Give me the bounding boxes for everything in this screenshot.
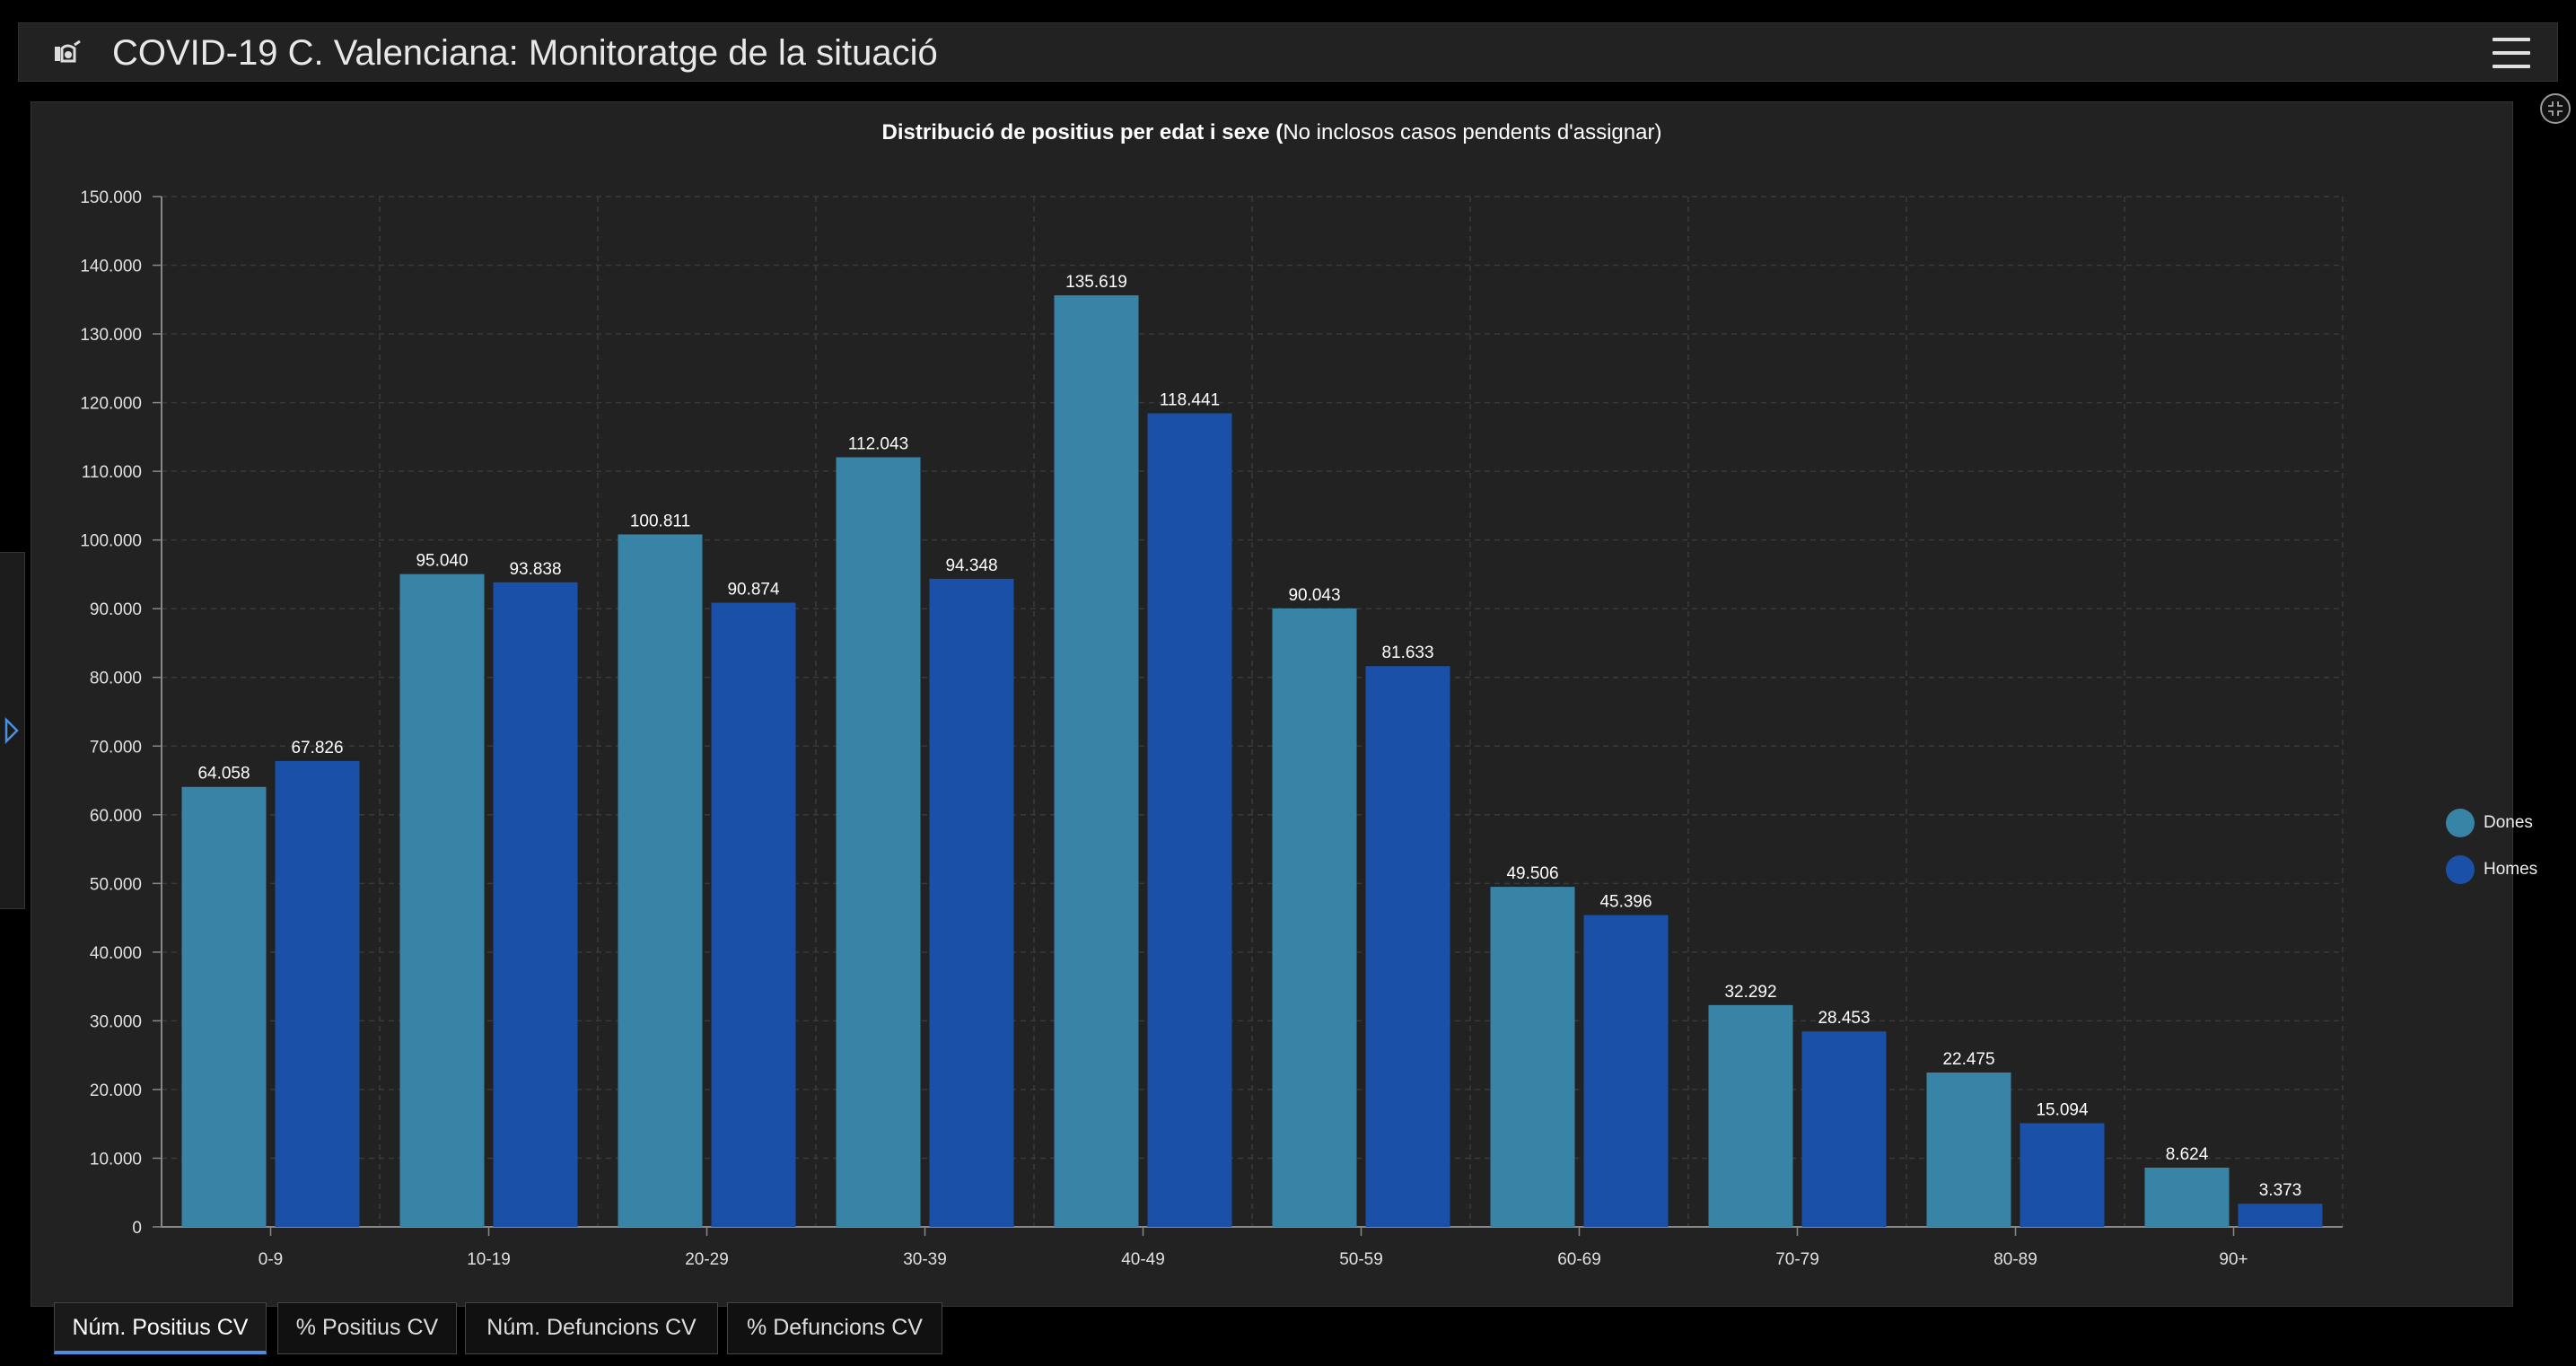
chart-title-bold: Distribució de positius per edat i sexe … xyxy=(881,120,1284,144)
bar-homes xyxy=(493,582,578,1227)
bar-dones xyxy=(1272,608,1357,1227)
data-label: 135.619 xyxy=(1065,273,1127,292)
tab-num-positius[interactable]: Núm. Positius CV xyxy=(54,1302,267,1354)
bar-homes xyxy=(2238,1204,2323,1227)
tab-pct-defuncions[interactable]: % Defuncions CV xyxy=(727,1302,942,1354)
x-tick-label: 60-69 xyxy=(1557,1250,1601,1269)
y-tick-label: 140.000 xyxy=(80,258,142,276)
app-logo-icon xyxy=(55,39,81,63)
collapse-icon xyxy=(2548,101,2563,116)
data-label: 81.633 xyxy=(1381,644,1433,662)
y-tick-label: 150.000 xyxy=(80,188,142,207)
bar-dones xyxy=(618,534,703,1227)
data-label: 95.040 xyxy=(416,552,468,571)
x-tick-label: 10-19 xyxy=(467,1250,511,1269)
y-tick-label: 10.000 xyxy=(90,1150,142,1169)
y-tick-label: 20.000 xyxy=(90,1081,142,1100)
chart-title-note: No inclosos casos pendents d'assignar) xyxy=(1283,120,1662,144)
bar-dones xyxy=(1490,887,1575,1227)
bar-homes xyxy=(1147,413,1232,1227)
data-label: 90.874 xyxy=(727,581,780,600)
data-label: 100.811 xyxy=(630,512,690,530)
data-label: 3.373 xyxy=(2259,1181,2302,1200)
y-tick-label: 60.000 xyxy=(90,807,142,826)
bar-chart: 0 10.000 20.000 30.000 40.000 50.000 60.000 70.… xyxy=(80,188,2344,1269)
y-tick-label: 0 xyxy=(132,1219,142,1238)
data-label: 28.453 xyxy=(1818,1009,1870,1028)
data-label: 49.506 xyxy=(1506,864,1558,883)
bar-dones xyxy=(836,457,921,1227)
bar-homes xyxy=(2020,1123,2105,1227)
y-tick-label: 100.000 xyxy=(80,532,142,551)
data-label: 8.624 xyxy=(2166,1145,2209,1164)
y-tick-label: 80.000 xyxy=(90,670,142,688)
data-label: 93.838 xyxy=(509,560,561,579)
y-tick-label: 30.000 xyxy=(90,1012,142,1031)
hamburger-menu-icon[interactable] xyxy=(2493,38,2530,68)
x-tick-label: 70-79 xyxy=(1775,1250,1819,1269)
tab-num-defuncions[interactable]: Núm. Defuncions CV xyxy=(465,1302,718,1354)
bar-dones xyxy=(181,786,267,1227)
x-tick-label: 90+ xyxy=(2219,1250,2247,1269)
y-tick-label: 70.000 xyxy=(90,738,142,757)
data-label: 94.348 xyxy=(945,556,997,575)
data-label: 67.826 xyxy=(291,739,343,757)
y-tick-label: 50.000 xyxy=(90,875,142,894)
side-panel-toggle[interactable] xyxy=(0,552,25,909)
data-label: 118.441 xyxy=(1160,391,1220,410)
bar-dones xyxy=(1926,1072,2011,1227)
data-label: 90.043 xyxy=(1288,586,1340,605)
x-tick-label: 20-29 xyxy=(685,1250,729,1269)
app-header: COVID-19 C. Valenciana: Monitoratge de l… xyxy=(18,22,2558,82)
bar-homes xyxy=(1801,1031,1887,1227)
bar-dones xyxy=(399,574,485,1227)
data-label: 112.043 xyxy=(848,434,908,453)
data-label: 45.396 xyxy=(1599,893,1652,912)
legend-label-dones: Dones xyxy=(2484,813,2533,832)
legend-swatch-homes xyxy=(2446,855,2475,884)
chart-title: Distribució de positius per edat i sexe … xyxy=(31,120,2512,145)
y-tick-label: 120.000 xyxy=(80,395,142,414)
bar-dones xyxy=(1054,295,1139,1227)
data-label: 22.475 xyxy=(1942,1050,1994,1069)
y-tick-label: 90.000 xyxy=(90,600,142,619)
x-tick-label: 50-59 xyxy=(1339,1250,1383,1269)
data-label: 32.292 xyxy=(1724,983,1776,1002)
chart-panel: Distribució de positius per edat i sexe … xyxy=(31,101,2537,1307)
bar-dones xyxy=(1708,1004,1793,1227)
data-label: 64.058 xyxy=(197,765,250,784)
y-tick-label: 110.000 xyxy=(82,463,142,482)
bar-homes xyxy=(1365,666,1450,1227)
x-tick-label: 30-39 xyxy=(903,1250,947,1269)
bar-homes xyxy=(711,602,796,1227)
bar-dones xyxy=(2144,1167,2230,1227)
bar-homes xyxy=(275,760,360,1227)
legend-swatch-dones xyxy=(2446,809,2475,837)
bar-homes xyxy=(1583,915,1669,1227)
y-tick-label: 40.000 xyxy=(90,944,142,963)
x-tick-label: 0-9 xyxy=(258,1250,283,1269)
bar-homes xyxy=(929,578,1014,1227)
collapse-button[interactable] xyxy=(2540,93,2571,124)
legend-label-homes: Homes xyxy=(2484,860,2538,879)
x-tick-label: 80-89 xyxy=(1993,1250,2037,1269)
chevron-right-icon xyxy=(4,717,19,744)
data-label: 15.094 xyxy=(2036,1100,2089,1119)
x-tick-label: 40-49 xyxy=(1121,1250,1165,1269)
app-title: COVID-19 C. Valenciana: Monitoratge de l… xyxy=(112,33,938,73)
y-tick-label: 130.000 xyxy=(80,326,142,345)
tab-pct-positius[interactable]: % Positius CV xyxy=(277,1302,457,1354)
